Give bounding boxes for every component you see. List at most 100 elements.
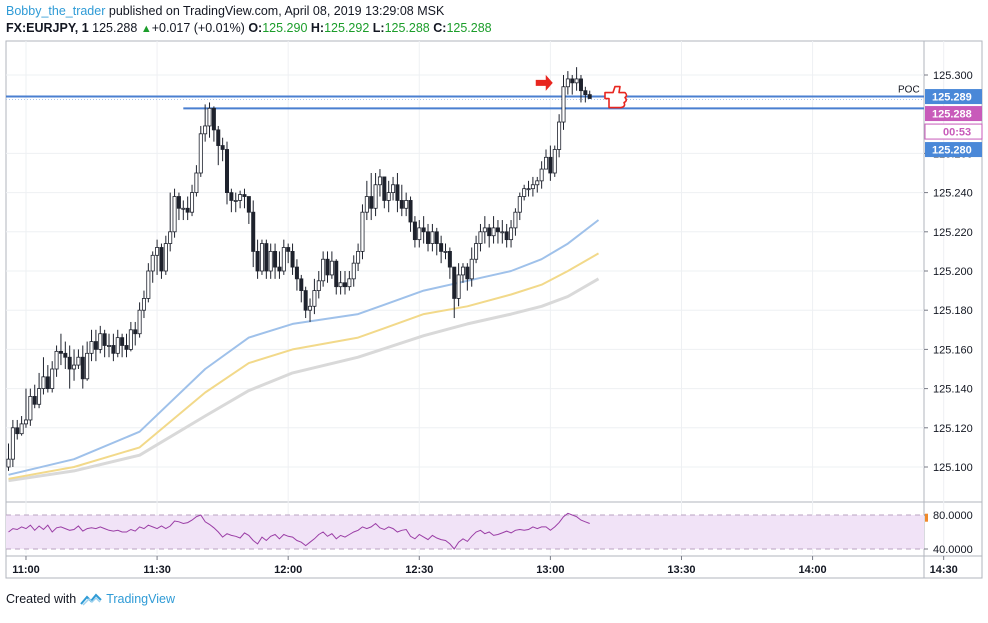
candle-body (351, 262, 356, 280)
ema-slow-line (8, 277, 600, 483)
candle-body (417, 227, 422, 241)
candle-body (334, 260, 339, 288)
price-tick-label: 125.180 (933, 305, 973, 317)
low-label: L: (372, 21, 385, 35)
publish-line: Bobby_the_trader published on TradingVie… (6, 3, 492, 20)
candle-body (513, 211, 518, 229)
candle-body (338, 282, 343, 288)
poc-annotation: POC (898, 85, 920, 96)
candle-body (224, 149, 229, 193)
ema-fast-line (8, 219, 600, 476)
candle-body (495, 227, 500, 233)
candle-body (373, 184, 378, 209)
time-tick-label: 12:00 (274, 564, 302, 576)
candle-body (255, 250, 260, 272)
time-tick-label: 14:00 (799, 564, 827, 576)
candle-body (141, 298, 146, 311)
candle-body (548, 156, 553, 174)
candle-body (308, 305, 313, 311)
candle-body (391, 184, 396, 193)
candle-body (172, 196, 177, 233)
time-tick-label: 11:30 (143, 564, 171, 576)
candle-body (460, 266, 465, 276)
candle-body (23, 419, 28, 425)
candle-body (259, 243, 264, 272)
candle-body (574, 78, 579, 84)
candle-body (587, 94, 592, 99)
candle-body (522, 188, 527, 197)
price-tick-label: 125.240 (933, 188, 973, 200)
candle-body (63, 352, 68, 358)
candle-body (220, 145, 225, 150)
footer: Created with TradingView (6, 592, 175, 606)
candle-body (539, 168, 544, 182)
candle-body (67, 356, 72, 370)
symbol-label: FX:EURJPY, 1 (6, 21, 89, 35)
candle-body (54, 350, 59, 370)
candle-body (124, 345, 129, 350)
candle-body (28, 396, 33, 421)
candle-body (583, 90, 588, 96)
time-tick-label: 13:00 (536, 564, 564, 576)
candle-body (198, 133, 203, 174)
candle-body (32, 396, 37, 405)
candle-body (233, 200, 238, 202)
candle-body (89, 341, 94, 354)
candle-body (316, 280, 321, 291)
candle-body (273, 250, 278, 268)
ema-mid-line (8, 252, 599, 480)
candle-body (15, 427, 20, 435)
candle-body (408, 200, 413, 223)
poc-price-label: 125.289 (932, 92, 972, 104)
price-tick-label: 125.160 (933, 344, 973, 356)
tradingview-link[interactable]: TradingView (106, 592, 175, 606)
candle-body (312, 290, 317, 307)
candle-body (133, 329, 138, 335)
author-link[interactable]: Bobby_the_trader (6, 4, 106, 18)
candle-body (159, 247, 164, 272)
high-value: 125.292 (324, 21, 370, 35)
candle-body (517, 196, 522, 213)
time-tick-label: 11:00 (12, 564, 40, 576)
poc-price-label-box (925, 89, 982, 105)
candle-body (120, 337, 125, 346)
candle-body (421, 227, 426, 233)
candle-body (246, 196, 251, 213)
pointing-hand-icon (604, 85, 628, 109)
candle-body (377, 176, 382, 186)
high-label: H: (310, 21, 325, 35)
candle-body (382, 176, 387, 201)
candle-body (286, 247, 291, 252)
candle-body (111, 345, 116, 354)
candle-body (146, 270, 151, 299)
candle-body (194, 172, 199, 194)
candle-body (544, 156, 549, 170)
price-tick-label: 125.140 (933, 384, 973, 396)
candle-body (85, 352, 90, 380)
candle-body (456, 274, 461, 299)
candle-body (356, 250, 361, 264)
candle-body (290, 250, 295, 268)
candle-body (98, 333, 103, 350)
candle-body (369, 196, 374, 209)
candle-body (426, 231, 431, 244)
chart-header: Bobby_the_trader published on TradingVie… (6, 3, 492, 38)
candle-body (155, 247, 160, 256)
candle-body (386, 192, 391, 201)
candle-body (37, 388, 42, 405)
candle-body (229, 192, 234, 201)
time-tick-label: 12:30 (405, 564, 433, 576)
candle-body (128, 329, 133, 350)
candle-body (303, 290, 308, 311)
candle-body (281, 247, 286, 272)
candle-body (399, 200, 404, 209)
candle-body (242, 194, 247, 197)
candle-body (211, 107, 216, 131)
candle-body (107, 345, 112, 347)
candle-body (80, 356, 85, 380)
price-change: +0.017 (+0.01%) (151, 21, 245, 35)
red-arrow-icon (535, 74, 553, 91)
level-price-label-box (925, 142, 982, 158)
